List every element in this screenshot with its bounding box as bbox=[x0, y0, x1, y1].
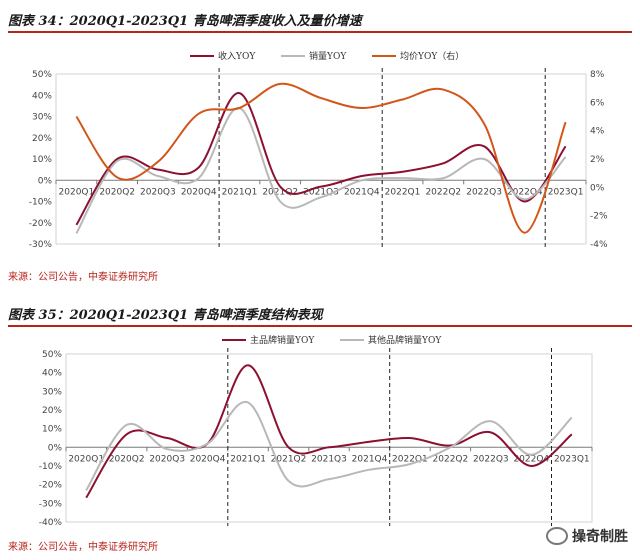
y2-tick-label: 4% bbox=[590, 127, 605, 137]
y-tick-label: 0% bbox=[38, 176, 53, 186]
y-tick-label: 10% bbox=[32, 155, 52, 165]
legend-label-1: 收入YOY bbox=[218, 50, 256, 62]
plot-frame bbox=[55, 73, 587, 245]
legend-label-1: 主品牌销量YOY bbox=[250, 334, 315, 346]
x-tick-label: 2021Q3 bbox=[303, 187, 339, 197]
chart1-revenue-volume-price: 50% 40% 30% 20% 10% 0% -10% -20% -30% 8% 6% 4% 2% 0% -… bbox=[29, 50, 608, 250]
x-tick-label: 2020Q4 bbox=[181, 187, 217, 197]
y-tick-label: 30% bbox=[42, 387, 62, 397]
y-tick-label: 50% bbox=[42, 350, 62, 360]
y-tick-label: 20% bbox=[42, 406, 62, 416]
x-tick-label: 2021Q1 bbox=[230, 454, 266, 464]
y-tick-label: -10% bbox=[39, 462, 63, 472]
watermark: 操奇制胜 bbox=[546, 526, 628, 546]
x-tick-label: 2021Q1 bbox=[222, 187, 258, 197]
chart1-source: 来源：公司公告，中泰证券研究所 bbox=[8, 272, 158, 283]
x-tick-label: 2021Q4 bbox=[344, 187, 380, 197]
y-tick-label: -30% bbox=[29, 240, 53, 250]
chart2-source: 来源：公司公告，中泰证券研究所 bbox=[8, 542, 158, 553]
y2-tick-label: -2% bbox=[590, 212, 608, 222]
y2-tick-label: 0% bbox=[590, 183, 605, 193]
y-tick-label: 0% bbox=[48, 443, 63, 453]
x-tick-label: 2021Q3 bbox=[311, 454, 347, 464]
series-line-3 bbox=[75, 82, 567, 234]
x-tick-label: 2021Q4 bbox=[352, 454, 388, 464]
legend-label-3: 均价YOY（右） bbox=[400, 50, 464, 62]
series-line-1 bbox=[85, 364, 573, 499]
legend-label-2: 其他品牌销量YOY bbox=[368, 334, 442, 346]
y2-tick-label: 8% bbox=[590, 70, 605, 80]
y-tick-label: 20% bbox=[32, 134, 52, 144]
x-tick-label: 2020Q4 bbox=[190, 454, 226, 464]
x-tick-label: 2022Q4 bbox=[513, 454, 549, 464]
x-tick-label: 2021Q2 bbox=[271, 454, 307, 464]
y-tick-label: 40% bbox=[42, 369, 62, 379]
x-tick-label: 2020Q1 bbox=[59, 187, 95, 197]
plot-frame bbox=[65, 353, 593, 523]
x-tick-label: 2023Q1 bbox=[548, 187, 584, 197]
x-tick-label: 2020Q1 bbox=[68, 454, 104, 464]
y-tick-label: 50% bbox=[32, 70, 52, 80]
x-tick-label: 2023Q1 bbox=[554, 454, 590, 464]
x-tick-label: 2020Q2 bbox=[99, 187, 135, 197]
y-tick-label: -10% bbox=[29, 198, 53, 208]
y-tick-label: 40% bbox=[32, 91, 52, 101]
x-tick-label: 2022Q2 bbox=[433, 454, 469, 464]
y-tick-label: 10% bbox=[42, 425, 62, 435]
x-tick-label: 2020Q3 bbox=[149, 454, 185, 464]
x-tick-label: 2022Q3 bbox=[473, 454, 509, 464]
y-tick-label: -20% bbox=[39, 481, 63, 491]
legend-label-2: 销量YOY bbox=[309, 50, 347, 62]
chart2-title-rule bbox=[8, 325, 632, 327]
x-tick-label: 2022Q1 bbox=[385, 187, 421, 197]
y2-tick-label: -4% bbox=[590, 240, 608, 250]
x-tick-label: 2022Q2 bbox=[425, 187, 461, 197]
x-tick-label: 2020Q3 bbox=[140, 187, 176, 197]
series-line-2 bbox=[85, 401, 573, 491]
wechat-icon bbox=[546, 527, 568, 545]
y-tick-label: -20% bbox=[29, 219, 53, 229]
chart2-title: 图表 35：2020Q1-2023Q1 青岛啤酒季度结构表现 bbox=[8, 308, 323, 323]
series-line-2 bbox=[75, 107, 567, 234]
x-tick-label: 2022Q3 bbox=[466, 187, 502, 197]
y-tick-label: -40% bbox=[39, 518, 63, 528]
x-tick-label: 2022Q1 bbox=[392, 454, 428, 464]
watermark-text: 操奇制胜 bbox=[572, 529, 628, 545]
x-tick-label: 2020Q2 bbox=[109, 454, 145, 464]
chart2-brand-structure: 50% 40% 30% 20% 10% 0% -10% -20% -30% -40% 2020Q1 2… bbox=[39, 334, 593, 528]
x-tick-label: 2021Q2 bbox=[262, 187, 298, 197]
y-tick-label: -30% bbox=[39, 499, 63, 509]
x-tick-label: 2022Q4 bbox=[507, 187, 543, 197]
series-line-1 bbox=[75, 92, 567, 226]
y2-tick-label: 2% bbox=[590, 155, 605, 165]
y2-tick-label: 6% bbox=[590, 98, 605, 108]
chart1-title-rule bbox=[8, 31, 632, 33]
chart1-title: 图表 34：2020Q1-2023Q1 青岛啤酒季度收入及量价增速 bbox=[8, 14, 362, 29]
y-tick-label: 30% bbox=[32, 113, 52, 123]
